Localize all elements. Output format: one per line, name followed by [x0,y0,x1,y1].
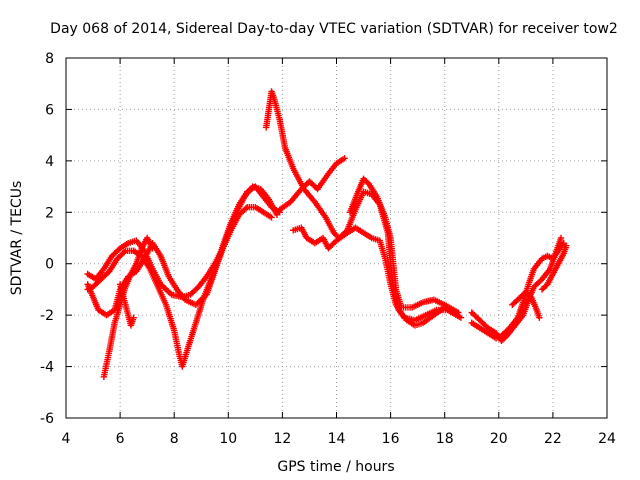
x-tick-label: 24 [598,431,616,447]
series-track-c [84,183,281,370]
x-tick-label: 20 [490,431,508,447]
x-tick-label: 14 [328,431,346,447]
series-track-g [276,155,348,213]
y-tick-label: 4 [45,154,54,170]
y-tick-label: 6 [45,102,54,118]
x-tick-label: 18 [436,431,454,447]
y-tick-label: -2 [40,308,54,324]
x-tick-label: 12 [273,431,291,447]
y-tick-label: 0 [45,257,54,273]
data-point [557,234,565,242]
y-tick-label: 8 [45,51,54,67]
x-tick-label: 6 [116,431,125,447]
series-track-m [538,242,570,293]
data-point [242,205,250,212]
series-track-b [84,203,275,301]
series-track-l [509,288,543,321]
x-axis-label: GPS time / hours [277,459,394,475]
data-points [84,88,570,381]
x-tick-label: 16 [382,431,400,447]
data-point [341,155,348,162]
data-point [130,314,137,321]
y-tick-label: -4 [40,360,54,376]
x-tick-label: 10 [219,431,237,447]
data-point [457,314,465,321]
data-point [149,245,156,252]
series-track-f [262,88,462,329]
data-point [455,309,462,316]
y-tick-label: -6 [40,411,54,427]
data-point [120,248,128,256]
x-tick-label: 8 [170,431,179,447]
x-tick-label: 22 [544,431,562,447]
y-axis-label: SDTVAR / TECUs [9,181,25,296]
data-point [273,211,281,219]
data-point [268,214,275,221]
series-track-i [346,175,462,316]
chart-title: Day 068 of 2014, Sidereal Day-to-day VTE… [50,21,618,37]
data-point [536,314,543,321]
series-track-j [468,234,565,345]
y-tick-label: 2 [45,205,54,221]
series-track-e [116,281,137,329]
x-tick-label: 4 [62,431,71,447]
data-point [563,242,570,249]
